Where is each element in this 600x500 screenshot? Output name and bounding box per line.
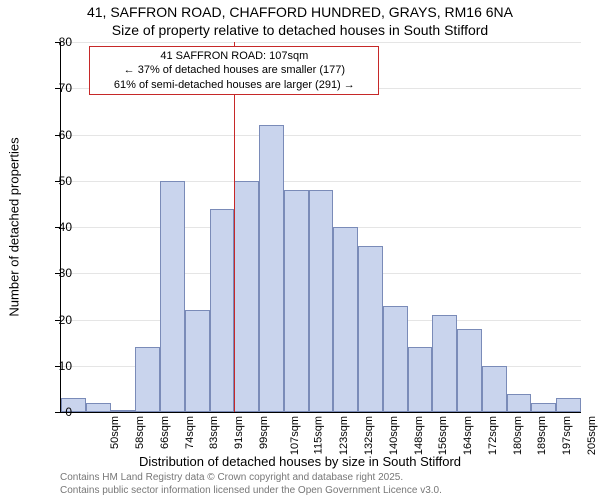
histogram-bar [556,398,581,412]
y-tick-label: 40 [59,220,72,234]
x-tick-label: 172sqm [487,416,499,455]
histogram-bar [507,394,532,413]
annotation-line2: ← 37% of detached houses are smaller (17… [96,63,372,77]
y-tick-label: 20 [59,313,72,327]
x-tick-label: 132sqm [363,416,375,455]
marker-annotation: 41 SAFFRON ROAD: 107sqm ← 37% of detache… [89,46,379,95]
y-tick-label: 60 [59,128,72,142]
x-tick-label: 107sqm [289,416,301,455]
footer-line1: Contains HM Land Registry data © Crown c… [60,472,403,483]
histogram-bar [432,315,457,412]
histogram-bar [111,410,136,412]
x-tick-label: 140sqm [388,416,400,455]
histogram-bar [185,310,210,412]
x-tick-label: 148sqm [413,416,425,455]
histogram-bar [309,190,334,412]
histogram-bar [259,125,284,412]
plot-area: 41 SAFFRON ROAD: 107sqm ← 37% of detache… [60,42,581,413]
y-axis-title: Number of detached properties [7,137,22,316]
marker-line [234,42,235,412]
histogram-bar [86,403,111,412]
chart-title-line1: 41, SAFFRON ROAD, CHAFFORD HUNDRED, GRAY… [0,4,600,20]
histogram-bar [160,181,185,412]
grid-line [61,181,581,182]
histogram-bar [358,246,383,413]
histogram-bar [383,306,408,412]
x-tick-label: 66sqm [159,416,171,449]
histogram-bar [482,366,507,412]
histogram-bar [284,190,309,412]
histogram-bar [408,347,433,412]
x-axis-title: Distribution of detached houses by size … [0,454,600,469]
x-tick-label: 58sqm [134,416,146,449]
y-tick-label: 50 [59,174,72,188]
x-tick-label: 50sqm [109,416,121,449]
x-tick-label: 180sqm [512,416,524,455]
footer-line2: Contains public sector information licen… [60,485,442,496]
x-tick-label: 83sqm [208,416,220,449]
y-tick-label: 70 [59,81,72,95]
y-tick-label: 10 [59,359,72,373]
y-tick-label: 30 [59,266,72,280]
histogram-bar [234,181,259,412]
grid-line [61,42,581,43]
histogram-bar [135,347,160,412]
y-tick-label: 80 [59,35,72,49]
y-tick-label: 0 [65,405,72,419]
x-tick-label: 91sqm [233,416,245,449]
x-tick-label: 115sqm [313,416,325,454]
x-tick-label: 99sqm [258,416,270,449]
chart-title-line2: Size of property relative to detached ho… [0,22,600,38]
x-tick-label: 164sqm [462,416,474,455]
x-tick-label: 156sqm [437,416,449,455]
x-tick-label: 74sqm [184,416,196,449]
histogram-bar [210,209,235,413]
histogram-bar [457,329,482,412]
x-tick-label: 123sqm [338,416,350,455]
histogram-bar [531,403,556,412]
x-tick-label: 197sqm [561,416,573,455]
histogram-bar [333,227,358,412]
annotation-line1: 41 SAFFRON ROAD: 107sqm [96,49,372,63]
chart-container: 41, SAFFRON ROAD, CHAFFORD HUNDRED, GRAY… [0,0,600,500]
x-tick-label: 205sqm [586,416,598,455]
y-tick [55,412,61,413]
annotation-line3: 61% of semi-detached houses are larger (… [96,78,372,92]
x-tick-label: 189sqm [536,416,548,455]
grid-line [61,135,581,136]
